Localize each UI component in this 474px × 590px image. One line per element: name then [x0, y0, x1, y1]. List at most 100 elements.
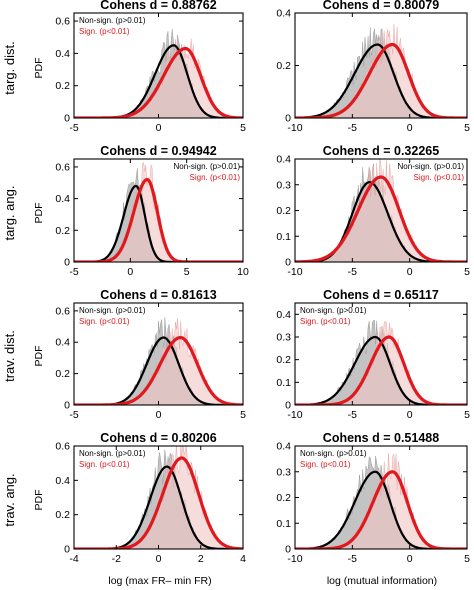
x-tick-label: 5	[464, 409, 470, 421]
panel-title: Cohens d = 0.32265	[323, 144, 439, 158]
y-tick-label: 0.4	[276, 154, 291, 166]
legend-nonsign: Non-sign. (p>0.01)	[174, 162, 241, 171]
x-tick-label: -5	[348, 266, 357, 278]
y-tick-label: 0.2	[55, 225, 70, 237]
y-tick-label: 0	[64, 400, 70, 412]
panel-title: Cohens d = 0.80079	[323, 0, 439, 12]
row-labels: targ. dist. targ. ang. trav. dist. trav.…	[2, 41, 17, 526]
y-tick-label: 0	[285, 257, 291, 269]
legend-sign: Sign. (p<0.01)	[300, 317, 351, 326]
panel-title: Cohens d = 0.81613	[100, 288, 216, 302]
legend-nonsign: Non-sign. (p>0.01)	[79, 306, 146, 315]
y-axis-labels: PDF PDF PDF PDF	[33, 58, 45, 511]
x-tick-label: -10	[287, 122, 302, 134]
legend-nonsign: Non-sign. (p>0.01)	[300, 306, 367, 315]
y-tick-label: 0	[64, 257, 70, 269]
x-tick-label: 5	[464, 266, 470, 278]
row-label-2: trav. dist.	[2, 330, 17, 382]
y-tick-label: 0.2	[55, 368, 70, 380]
y-tick-label: 0	[64, 113, 70, 125]
y-tick-label: 0.1	[276, 518, 291, 530]
x-tick-label: 0	[407, 122, 413, 134]
legend-nonsign: Non-sign. (p>0.01)	[398, 162, 465, 171]
x-label-left: log (max FR– min FR)	[108, 575, 211, 587]
y-tick-label: 0.4	[276, 441, 291, 453]
histogram-sign	[295, 320, 467, 405]
plot-area	[74, 29, 243, 118]
y-tick-label: 0.2	[276, 60, 291, 72]
y-label-2: PDF	[33, 346, 45, 367]
density-line-sign	[74, 456, 243, 549]
y-tick-label: 0.4	[55, 48, 70, 60]
y-tick-label: 0.2	[276, 205, 291, 217]
panel-title: Cohens d = 0.65117	[323, 288, 439, 302]
panel-title: Cohens d = 0.88762	[100, 0, 216, 12]
y-tick-label: 0.4	[55, 337, 70, 349]
density-line-nonsign	[295, 470, 467, 549]
panel-title: Cohens d = 0.51488	[323, 431, 439, 445]
x-tick-label: -10	[287, 409, 302, 421]
y-tick-label: 0.1	[276, 377, 291, 389]
y-tick-label: 0.3	[276, 466, 291, 478]
y-tick-label: 0.4	[276, 8, 291, 20]
panel-title: Cohens d = 0.94942	[100, 144, 216, 158]
x-tick-label: -5	[69, 266, 78, 278]
x-tick-label: 5	[240, 122, 246, 134]
y-tick-label: 0.2	[55, 509, 70, 521]
legend-nonsign: Non-sign. (p>0.01)	[300, 449, 367, 458]
legend-nonsign: Non-sign. (p>0.01)	[79, 16, 146, 25]
legend-sign: Sign. (p<0.01)	[414, 173, 465, 182]
x-tick-label: 0	[407, 553, 413, 565]
panel-title: Cohens d = 0.80206	[100, 431, 216, 445]
legend-sign: Sign. (p<0.01)	[79, 27, 130, 36]
y-label-0: PDF	[33, 58, 45, 79]
x-tick-label: 0	[156, 409, 162, 421]
y-label-1: PDF	[33, 203, 45, 224]
panel-7: -10 -5 0 5 0 0.1 0.2 0.3 0.4 Cohens d = 0.51488 No…	[276, 431, 470, 565]
y-tick-label: 0.4	[55, 475, 70, 487]
x-tick-label: -10	[287, 266, 302, 278]
x-tick-label: 0	[156, 122, 162, 134]
legend-sign: Sign. (p<0.01)	[79, 460, 130, 469]
legend-sign: Sign. (p<0.01)	[300, 460, 351, 469]
row-label-0: targ. dist.	[2, 41, 17, 94]
y-tick-label: 0.6	[55, 161, 70, 173]
y-tick-label: 0.6	[55, 305, 70, 317]
density-line-nonsign	[74, 44, 243, 118]
x-tick-label: 0	[127, 266, 133, 278]
x-tick-label: -4	[69, 553, 78, 565]
x-axis-labels: log (max FR– min FR) log (mutual informa…	[108, 575, 437, 587]
panel-5: -10 -5 0 5 0 0.1 0.2 0.3 0.4 Cohens d = 0.65117 No…	[276, 288, 470, 421]
legend-sign: Sign. (p<0.01)	[79, 317, 130, 326]
panel-1: -10 -5 0 5 0 0.2 0.4 Cohens d = 0.80079	[276, 0, 470, 134]
y-tick-label: 0.2	[276, 492, 291, 504]
panel-3: -10 -5 0 5 0 0.1 0.2 0.3 0.4 Cohens d = 0.32265 No…	[276, 144, 470, 278]
x-tick-label: 4	[240, 553, 246, 565]
x-tick-label: 10	[237, 266, 249, 278]
x-tick-label: -5	[348, 553, 357, 565]
plot-area	[74, 317, 243, 405]
panel-6: -4 -2 0 2 4 0 0.2 0.4 0.6 Cohens d = 0.80206 Non-s…	[55, 431, 246, 565]
x-tick-label: -2	[112, 553, 121, 565]
x-tick-label: 2	[198, 553, 204, 565]
x-tick-label: -5	[69, 122, 78, 134]
y-tick-label: 0.1	[276, 231, 291, 243]
y-tick-label: 0.6	[55, 16, 70, 28]
y-tick-label: 0.4	[276, 309, 291, 321]
x-tick-label: 0	[407, 409, 413, 421]
y-tick-label: 0	[285, 113, 291, 125]
axes-box	[73, 158, 244, 263]
legend-sign: Sign. (p<0.01)	[190, 173, 241, 182]
legend-nonsign: Non-sign. (p>0.01)	[79, 449, 146, 458]
y-tick-label: 0.3	[276, 179, 291, 191]
y-tick-label: 0	[285, 544, 291, 556]
x-tick-label: 0	[407, 266, 413, 278]
x-tick-label: -5	[69, 409, 78, 421]
x-tick-label: 5	[184, 266, 190, 278]
axes-box	[294, 302, 468, 406]
x-tick-label: -5	[348, 122, 357, 134]
x-tick-label: 5	[240, 409, 246, 421]
